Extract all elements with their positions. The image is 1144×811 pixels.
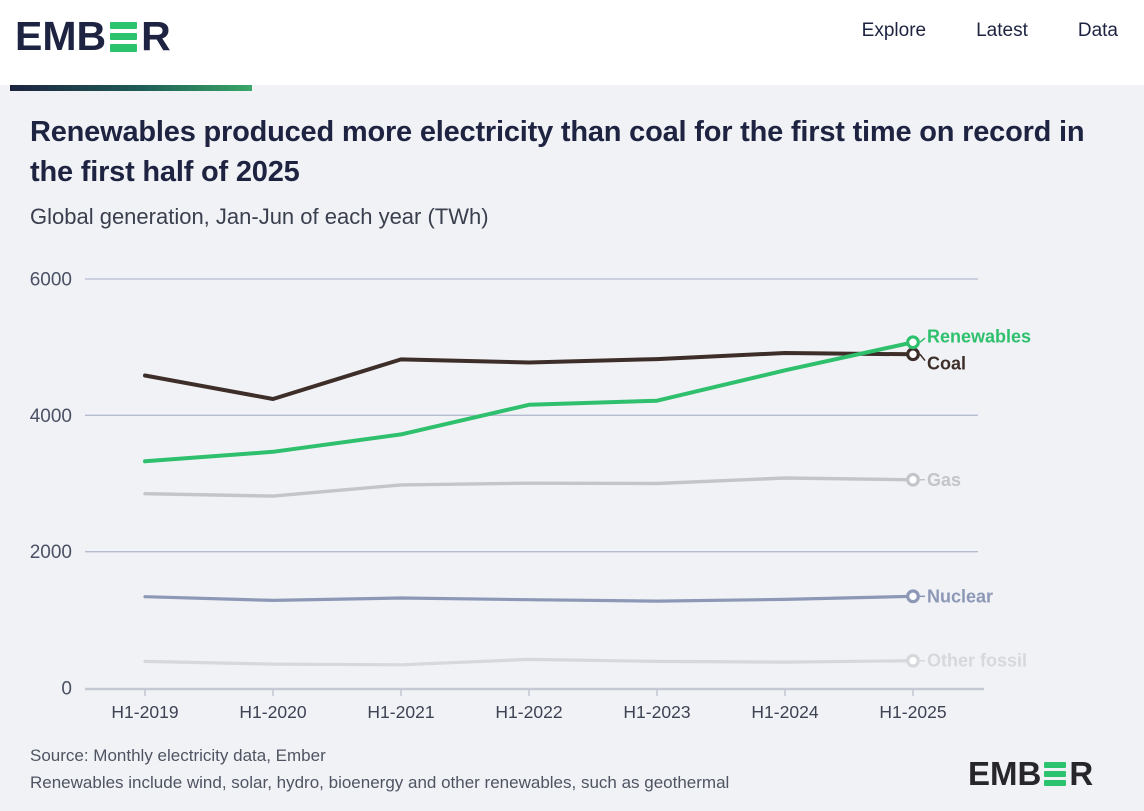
y-tick-label: 0 <box>61 679 72 700</box>
footer-logo-green-e-icon <box>1044 761 1067 786</box>
x-tick-label: H1-2020 <box>239 702 306 722</box>
gas-label: Gas <box>927 470 961 490</box>
gas-line <box>143 476 915 498</box>
renewables-label: Renewables <box>927 326 1031 346</box>
renewables-marker <box>906 335 920 350</box>
x-tick-label: H1-2022 <box>495 702 562 722</box>
coal-line <box>143 351 915 401</box>
ember-logo[interactable]: EMB R <box>15 16 171 57</box>
footnote-line: Renewables include wind, solar, hydro, b… <box>30 773 730 793</box>
footer-logo-text-suffix: R <box>1069 755 1094 792</box>
footer-logo-text-prefix: EMB <box>968 755 1042 792</box>
logo-text-suffix: R <box>141 13 171 59</box>
coal-leader <box>919 353 926 362</box>
nuclear-line <box>143 594 915 603</box>
other-fossil-marker <box>906 653 920 668</box>
main-nav: Explore Latest Data <box>862 20 1118 42</box>
x-tick-label: H1-2019 <box>111 702 178 722</box>
gas-marker <box>906 472 920 487</box>
y-tick-label: 4000 <box>30 406 72 427</box>
nav-explore[interactable]: Explore <box>861 20 927 41</box>
other-fossil-label: Other fossil <box>927 651 1027 671</box>
logo-text-prefix: EMB <box>15 13 107 59</box>
other-fossil-line <box>143 657 915 667</box>
coal-marker <box>906 347 920 362</box>
site-header: EMB R Explore Latest Data <box>0 0 1144 85</box>
nav-latest[interactable]: Latest <box>976 20 1028 41</box>
chart-subtitle: Global generation, Jan-Jun of each year … <box>30 204 489 229</box>
x-tick-label: H1-2025 <box>879 702 946 722</box>
x-tick-label: H1-2023 <box>623 702 690 722</box>
logo-green-e-icon <box>110 21 138 52</box>
source-line: Source: Monthly electricity data, Ember <box>30 746 326 765</box>
coal-label: Coal <box>927 353 966 373</box>
x-tick-label: H1-2021 <box>367 702 434 722</box>
renewables-leader <box>919 337 926 343</box>
renewables-line <box>143 340 915 464</box>
accent-gradient-bar <box>10 85 252 91</box>
chart-title: Renewables produced more electricity tha… <box>30 116 1085 189</box>
y-tick-label: 2000 <box>30 542 72 563</box>
ember-footer-logo: EMB R <box>968 757 1093 790</box>
footer-source: Source: Monthly electricity data, Ember … <box>30 742 729 796</box>
nav-data[interactable]: Data <box>1077 20 1118 41</box>
x-tick-label: H1-2024 <box>751 702 818 722</box>
y-tick-label: 6000 <box>30 270 72 291</box>
nuclear-label: Nuclear <box>927 586 993 606</box>
nuclear-marker <box>906 589 920 604</box>
